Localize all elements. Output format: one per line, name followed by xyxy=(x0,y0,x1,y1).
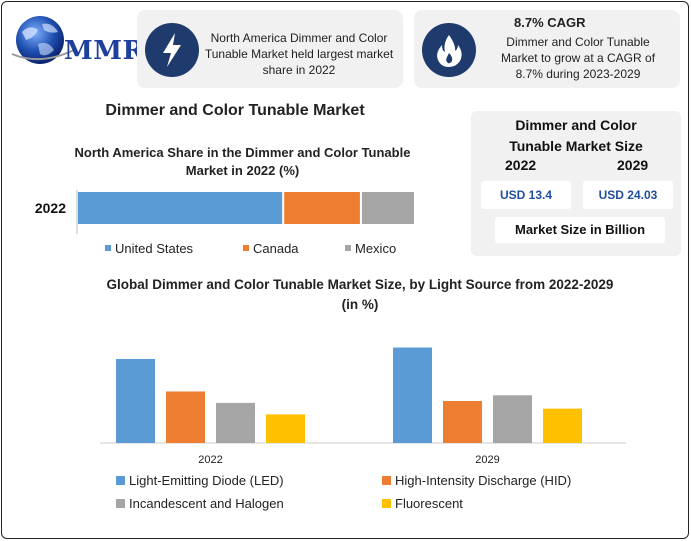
share-segment-mexico xyxy=(361,192,414,224)
info-left-line-3: share in 2022 xyxy=(262,63,336,77)
info-left-line-1: North America Dimmer and Color xyxy=(210,31,388,45)
share-legend-label-united-states: United States xyxy=(115,241,194,256)
legend-label-high-intensity-discharge-hid: High-Intensity Discharge (HID) xyxy=(395,473,571,488)
bar-2029-high-intensity-discharge-hid xyxy=(443,401,482,443)
legend-swatch-high-intensity-discharge-hid xyxy=(382,476,391,485)
globe-icon xyxy=(11,16,75,64)
share-category-label: 2022 xyxy=(35,200,66,216)
info-right-line-3: 8.7% during 2023-2029 xyxy=(515,67,641,81)
legend-label-fluorescent: Fluorescent xyxy=(395,496,463,511)
light-source-chart-title: Global Dimmer and Color Tunable Market S… xyxy=(106,277,614,312)
category-label-2029: 2029 xyxy=(475,454,499,466)
market-size-title: Dimmer and Color Tunable Market Size xyxy=(471,115,681,157)
lightning-icon xyxy=(145,23,199,77)
info-right-line-1: Dimmer and Color Tunable xyxy=(506,35,650,49)
brand-name: MMR xyxy=(64,36,145,66)
legend-label-light-emitting-diode-led: Light-Emitting Diode (LED) xyxy=(129,473,284,488)
legend-label-incandescent-and-halogen: Incandescent and Halogen xyxy=(129,496,284,511)
main-title: Dimmer and Color Tunable Market xyxy=(105,102,365,119)
legend-swatch-fluorescent xyxy=(382,499,391,508)
market-size-title-line-1: Dimmer and Color xyxy=(515,117,637,133)
share-chart-title: North America Share in the Dimmer and Co… xyxy=(74,145,411,178)
year-2029-label: 2029 xyxy=(617,157,649,173)
bar-2022-high-intensity-discharge-hid xyxy=(166,391,205,443)
share-legend-label-canada: Canada xyxy=(253,241,299,256)
market-size-2022-value: USD 13.4 xyxy=(481,181,571,209)
cagr-heading: 8.7% CAGR xyxy=(514,15,586,30)
info-box-largest-share: North America Dimmer and Color Tunable M… xyxy=(137,10,403,88)
bar-2029-fluorescent xyxy=(543,408,582,443)
category-label-2022: 2022 xyxy=(198,454,222,466)
share-legend-swatch-canada xyxy=(243,245,249,251)
flame-icon xyxy=(422,23,476,77)
year-2022-label: 2022 xyxy=(505,157,537,173)
share-legend-swatch-united-states xyxy=(105,245,111,251)
share-segment-canada xyxy=(284,192,360,224)
info-right-line-2: Market to grow at a CAGR of xyxy=(500,51,656,65)
share-segment-united-states xyxy=(78,192,283,224)
brand-logo: MMR xyxy=(8,10,144,72)
bar-2022-light-emitting-diode-led xyxy=(116,359,155,443)
info-left-line-2: Tunable Market held largest market xyxy=(204,47,394,61)
share-legend-swatch-mexico xyxy=(345,245,351,251)
bar-2029-incandescent-and-halogen xyxy=(493,395,532,443)
info-box-cagr: 8.7% CAGR Dimmer and Color Tunable Marke… xyxy=(414,10,680,88)
market-size-box: Dimmer and Color Tunable Market Size 202… xyxy=(471,111,681,256)
legend-swatch-light-emitting-diode-led xyxy=(116,476,125,485)
share-chart: 2022 United States Canada Mexico xyxy=(35,190,414,256)
bar-2022-incandescent-and-halogen xyxy=(216,402,255,443)
light-source-chart: 2022 2029 Light-Emitting Diode (LED) High-… xyxy=(100,347,626,511)
market-size-title-line-2: Tunable Market Size xyxy=(509,138,643,154)
info-right-text: Dimmer and Color Tunable Market to grow … xyxy=(480,34,676,82)
info-left-text: North America Dimmer and Color Tunable M… xyxy=(199,30,399,78)
bar-2029-light-emitting-diode-led xyxy=(393,347,432,443)
legend-swatch-incandescent-and-halogen xyxy=(116,499,125,508)
share-legend-label-mexico: Mexico xyxy=(355,241,396,256)
market-size-2029-value: USD 24.03 xyxy=(583,181,673,209)
bar-2022-fluorescent xyxy=(266,414,305,443)
market-size-unit: Market Size in Billion xyxy=(495,217,665,243)
